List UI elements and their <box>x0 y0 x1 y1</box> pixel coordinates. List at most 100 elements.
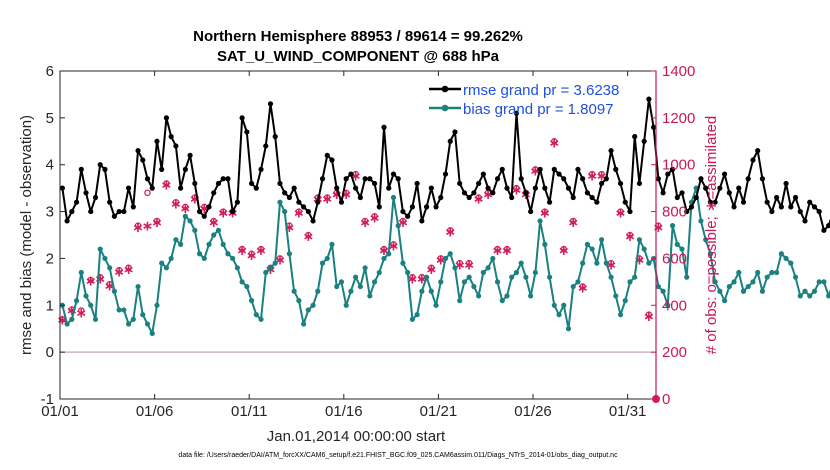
obs-possible-point <box>361 217 369 225</box>
rmse-point <box>485 185 491 191</box>
rmse-point <box>542 185 548 191</box>
rmse-point <box>471 190 477 196</box>
obs-possible-point <box>257 245 265 253</box>
obs-assimilated-point: ∗ <box>501 243 513 259</box>
bias-point <box>248 298 255 304</box>
rmse-point <box>707 199 713 205</box>
bias-point <box>466 274 472 280</box>
obs-possible-point <box>115 266 123 274</box>
bias-point <box>376 269 382 276</box>
bias-point <box>135 283 141 290</box>
rmse-point <box>811 204 818 210</box>
rmse-point <box>234 199 240 205</box>
bias-point <box>239 279 245 285</box>
rmse-point <box>405 213 411 219</box>
obs-assimilated-point: ∗ <box>94 271 106 287</box>
bias-point <box>111 288 117 294</box>
rmse-point <box>750 157 756 163</box>
bias-point <box>225 251 231 257</box>
bias-point <box>565 326 572 332</box>
bias-point <box>551 302 557 308</box>
obs-assimilated-point: ∗ <box>454 257 466 273</box>
obs-assimilated-point: ∗ <box>492 243 504 259</box>
y-right-tick-label: 600 <box>662 250 687 267</box>
rmse-point <box>267 101 274 107</box>
rmse-point <box>102 166 108 172</box>
rmse-point <box>130 204 136 210</box>
bias-point <box>405 269 411 276</box>
bias-point <box>173 237 179 243</box>
rmse-point <box>192 180 198 187</box>
rmse-point <box>674 194 680 201</box>
obs-assimilated-point: ∗ <box>615 206 627 222</box>
rmse-point <box>797 208 803 215</box>
rmse-point <box>632 134 638 140</box>
y-axis-left-label: rmse and bias (model - observation) <box>18 115 35 355</box>
obs-possible-point <box>446 227 454 234</box>
rmse-point <box>258 166 264 172</box>
bias-point <box>423 274 430 280</box>
obs-possible-point <box>324 194 331 201</box>
rmse-point <box>755 148 761 154</box>
rmse-point <box>154 138 160 144</box>
rmse-point <box>613 166 619 172</box>
series-line-layer <box>59 96 830 336</box>
y-right-tick-label: 200 <box>662 344 687 361</box>
bias-point <box>674 241 680 247</box>
bias-point <box>490 255 496 262</box>
bias-point <box>792 274 799 280</box>
rmse-point <box>698 176 704 182</box>
bias-point <box>324 255 330 262</box>
rmse-point <box>97 162 103 168</box>
obs-possible-point <box>78 307 85 314</box>
bias-point <box>608 274 614 280</box>
x-tick-label: 01/21 <box>420 403 458 420</box>
rmse-point <box>121 208 127 215</box>
rmse-point <box>641 138 647 144</box>
rmse-point <box>196 208 203 215</box>
rmse-point <box>461 190 468 196</box>
legend-bias-marker <box>441 104 449 112</box>
rmse-point <box>466 194 472 201</box>
obs-assimilated-point: ∗ <box>605 257 617 273</box>
rmse-point <box>159 166 165 172</box>
x-tick-label: 01/11 <box>231 403 267 420</box>
bias-point <box>196 251 203 257</box>
bias-point <box>698 218 704 224</box>
chart-title: Northern Hemisphere 88953 / 89614 = 99.2… <box>193 28 523 45</box>
obs-assimilated-point: ∗ <box>511 182 523 198</box>
bias-point <box>802 288 808 294</box>
rmse-point <box>107 199 113 205</box>
bias-point <box>386 251 392 257</box>
bias-point <box>646 260 652 266</box>
rmse-point <box>163 115 170 121</box>
obs-possible-point <box>494 245 501 253</box>
rmse-point <box>367 176 373 182</box>
obs-possible-point <box>560 245 568 253</box>
obs-assimilated-point: ∗ <box>246 248 258 264</box>
bias-point <box>154 302 160 308</box>
obs-assimilated-point: ∗ <box>123 262 135 278</box>
rmse-point <box>362 176 368 182</box>
obs-possible-point <box>513 184 520 192</box>
y-left-tick-label: -1 <box>41 391 54 408</box>
x-axis: 01/01 01/06 01/11 01/16 01/21 01/26 01/31 <box>41 71 646 420</box>
rmse-point <box>584 190 591 196</box>
obs-possible-point <box>134 222 142 229</box>
bias-point <box>811 288 818 294</box>
bias-point <box>178 241 184 247</box>
bias-point <box>745 283 751 290</box>
bias-point <box>121 307 127 313</box>
bias-point <box>73 298 80 304</box>
bias-point <box>499 298 505 304</box>
bias-point <box>740 288 747 294</box>
rmse-point <box>230 208 236 215</box>
bias-point <box>201 255 207 262</box>
rmse-point <box>187 152 193 158</box>
bias-point <box>774 269 780 276</box>
y-right-tick-label: 1400 <box>662 63 695 80</box>
bias-point <box>584 241 591 247</box>
bias-point <box>64 321 70 327</box>
obs-possible-point <box>380 245 388 253</box>
bias-point <box>589 246 595 252</box>
